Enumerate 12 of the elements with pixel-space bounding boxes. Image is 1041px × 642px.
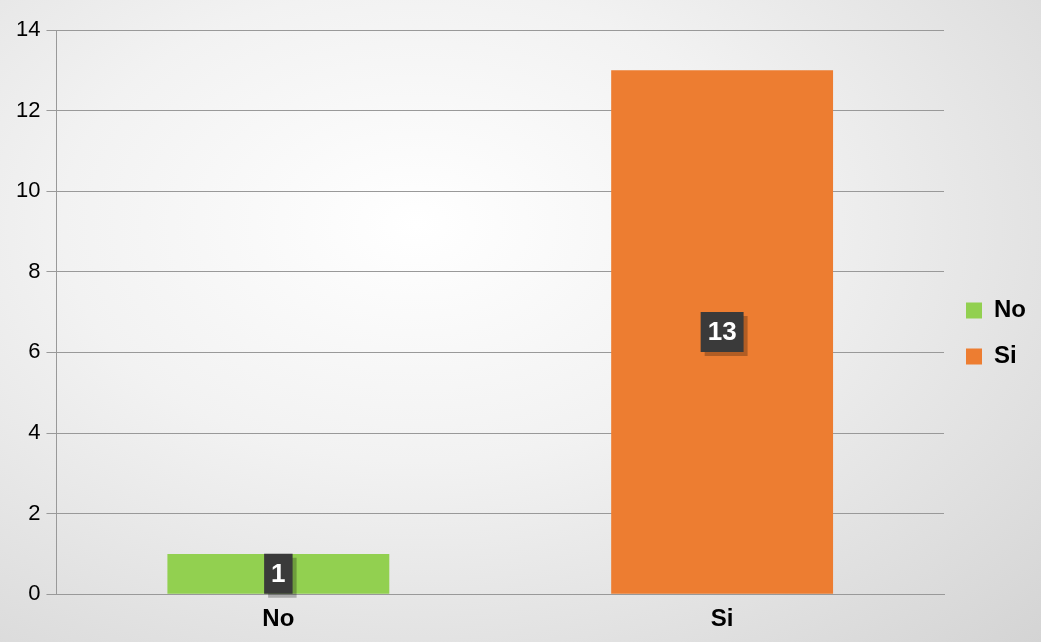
y-tick-label: 14: [15, 16, 41, 42]
y-tick-label: 8: [28, 257, 41, 283]
data-label: 1: [271, 557, 286, 588]
y-tick-label: 12: [15, 96, 41, 122]
y-tick-label: 10: [15, 177, 41, 203]
data-label: 13: [707, 316, 737, 347]
legend-label: No: [994, 295, 1027, 323]
y-tick-label: 4: [28, 419, 41, 445]
y-tick-label: 6: [28, 338, 41, 364]
legend-label: Si: [994, 341, 1017, 369]
y-tick-label: 0: [28, 580, 41, 606]
y-tick-label: 2: [28, 499, 41, 525]
